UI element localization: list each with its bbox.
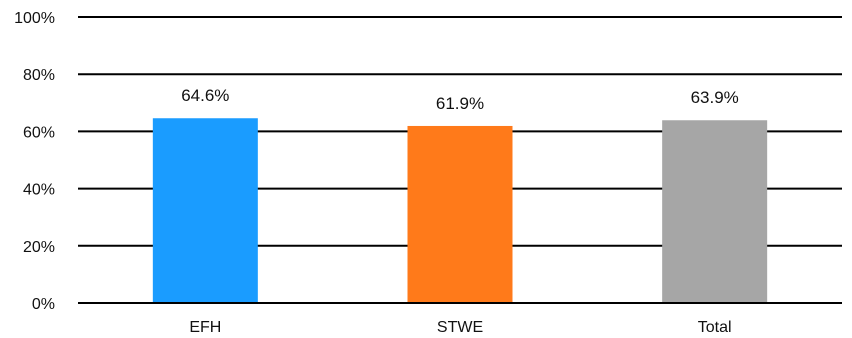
x-category-label-total: Total (698, 319, 732, 336)
bar-stwe (407, 125, 513, 303)
y-tick-label-0: 0% (32, 296, 55, 313)
bar-total (662, 120, 768, 303)
x-axis-category-labels: EFH STWE Total (189, 319, 731, 336)
bars (152, 118, 768, 303)
data-labels: 64.6% 61.9% 63.9% (181, 86, 739, 113)
y-tick-label-20: 20% (23, 239, 55, 256)
data-label-efh: 64.6% (181, 86, 229, 105)
y-tick-label-100: 100% (14, 10, 55, 27)
data-label-total: 63.9% (691, 88, 739, 107)
y-tick-label-80: 80% (23, 67, 55, 84)
x-category-label-stwe: STWE (437, 319, 483, 336)
y-tick-label-40: 40% (23, 182, 55, 199)
bar-efh (152, 118, 258, 303)
y-tick-label-60: 60% (23, 124, 55, 141)
y-axis-tick-labels: 0% 20% 40% 60% 80% 100% (14, 10, 55, 313)
x-category-label-efh: EFH (189, 319, 221, 336)
data-label-stwe: 61.9% (436, 94, 484, 113)
